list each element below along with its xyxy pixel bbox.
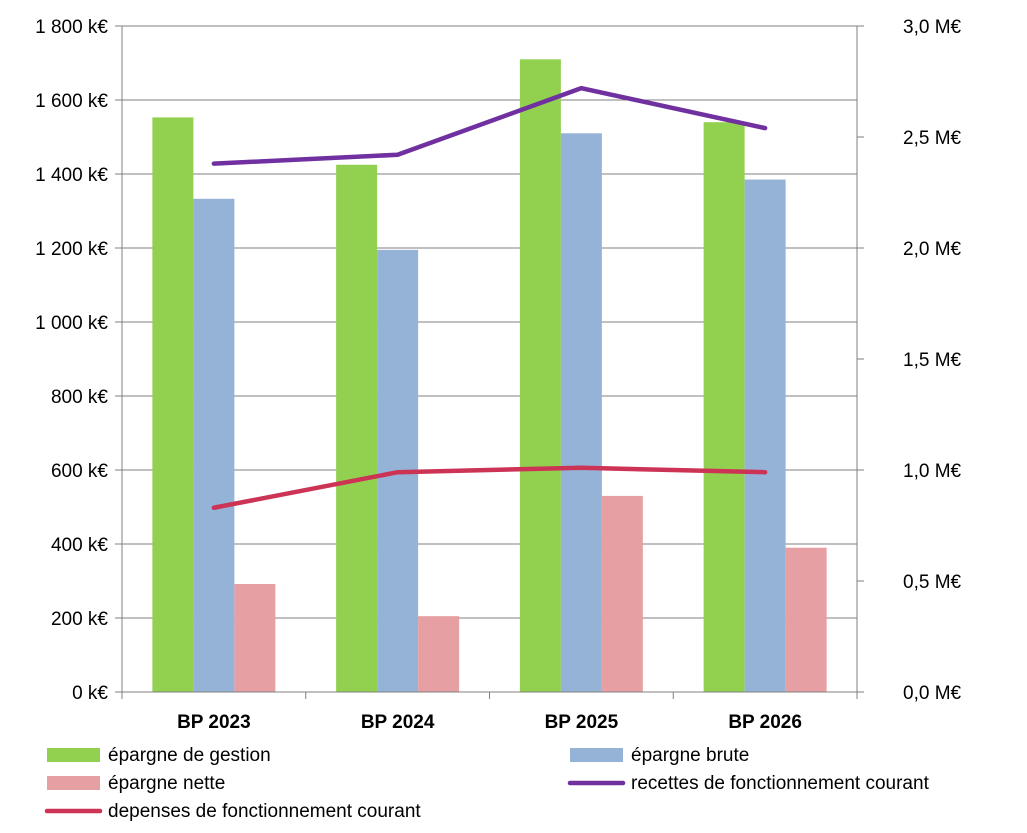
bar-series-group bbox=[152, 59, 827, 693]
left-tick-label: 200 k€ bbox=[51, 609, 108, 630]
right-tick-label: 2,0 M€ bbox=[903, 239, 962, 260]
right-tick-label: 3,0 M€ bbox=[903, 17, 962, 38]
legend: épargne de gestion épargne brute épargne n… bbox=[44, 745, 930, 822]
right-tick-label: 0,0 M€ bbox=[903, 683, 962, 704]
category-axis-labels: BP 2023 BP 2024 BP 2025 BP 2026 bbox=[177, 712, 802, 733]
bar-1-2 bbox=[560, 133, 602, 693]
category-label: BP 2025 bbox=[545, 712, 619, 733]
line-series-group bbox=[211, 85, 768, 510]
bar-2-1 bbox=[418, 616, 460, 692]
right-tick-label: 2,5 M€ bbox=[903, 128, 962, 149]
left-tick-label: 0 k€ bbox=[72, 683, 108, 704]
bar-0-3 bbox=[703, 122, 745, 692]
bar-1-0 bbox=[193, 198, 235, 693]
left-axis-tick-labels: 0 k€ 200 k€ 400 k€ 600 k€ 800 k€ 1 000 k€ 1 20… bbox=[35, 17, 108, 704]
line-series-1 bbox=[211, 465, 768, 510]
legend-label-4: depenses de fonctionnement courant bbox=[108, 801, 421, 822]
left-tick-label: 400 k€ bbox=[51, 535, 108, 556]
bar-0-1 bbox=[336, 164, 378, 692]
bar-2-0 bbox=[234, 583, 276, 692]
left-tick-label: 1 600 k€ bbox=[35, 91, 108, 112]
right-tick-label: 1,0 M€ bbox=[903, 461, 962, 482]
legend-swatch-0 bbox=[47, 748, 100, 762]
axes bbox=[115, 25, 864, 699]
left-tick-label: 600 k€ bbox=[51, 461, 108, 482]
category-label: BP 2024 bbox=[361, 712, 435, 733]
left-tick-label: 1 800 k€ bbox=[35, 17, 108, 38]
left-tick-label: 1 200 k€ bbox=[35, 239, 108, 260]
legend-swatch-2 bbox=[47, 776, 100, 790]
left-tick-label: 1 400 k€ bbox=[35, 165, 108, 186]
left-tick-label: 800 k€ bbox=[51, 387, 108, 408]
right-tick-label: 0,5 M€ bbox=[903, 572, 962, 593]
right-tick-label: 1,5 M€ bbox=[903, 350, 962, 371]
bar-2-2 bbox=[601, 495, 643, 692]
right-axis-tick-labels: 0,0 M€ 0,5 M€ 1,0 M€ 1,5 M€ 2,0 M€ 2,5 M€ 3,0 … bbox=[903, 17, 962, 704]
bar-1-3 bbox=[744, 179, 786, 693]
line-series-0 bbox=[211, 85, 768, 166]
left-tick-label: 1 000 k€ bbox=[35, 313, 108, 334]
legend-label-0: épargne de gestion bbox=[108, 745, 271, 766]
bar-0-0 bbox=[152, 117, 194, 692]
category-label: BP 2026 bbox=[728, 712, 802, 733]
bar-2-3 bbox=[785, 547, 827, 692]
legend-swatch-1 bbox=[570, 748, 623, 762]
legend-label-2: épargne nette bbox=[108, 773, 225, 794]
legend-label-1: épargne brute bbox=[631, 745, 749, 766]
bar-0-2 bbox=[519, 59, 561, 693]
legend-label-3: recettes de fonctionnement courant bbox=[631, 773, 930, 794]
category-label: BP 2023 bbox=[177, 712, 251, 733]
